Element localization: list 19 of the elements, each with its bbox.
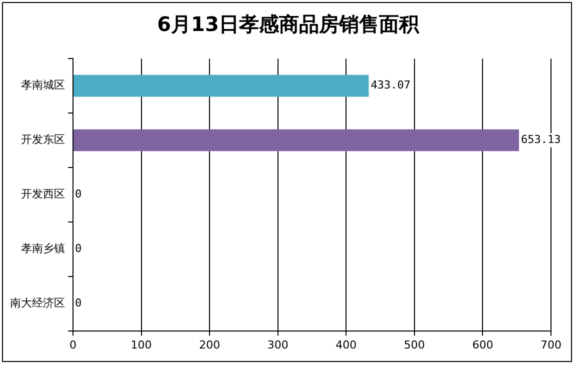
data-label: 0 [75,296,82,310]
data-label: 653.13 [520,133,561,146]
x-tick-label: 100 [130,338,152,352]
x-tick-label: 200 [199,338,220,352]
y-tick-label: 开发东区 [21,133,65,146]
data-label: 433.07 [370,78,410,92]
y-tick-label: 孝南乡镇 [21,242,65,255]
x-tick-label: 600 [472,338,494,352]
y-tick-label: 南大经济区 [10,296,65,310]
data-label: 0 [75,242,82,255]
chart-title: 6月13日孝感商品房销售面积 [156,11,420,38]
x-tick-label: 700 [540,338,562,352]
y-tick-label: 孝南城区 [21,78,65,92]
x-tick-label: 300 [267,338,288,352]
x-tick-label: 400 [336,338,357,352]
data-label: 0 [75,188,82,201]
y-tick-label: 开发西区 [21,188,65,201]
x-tick-label: 500 [404,338,425,352]
x-tick-label: 0 [70,338,76,352]
